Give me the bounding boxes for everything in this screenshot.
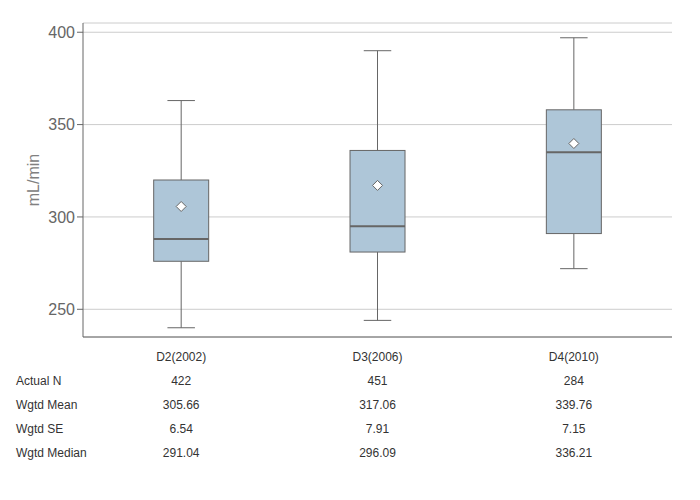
- svg-text:mL/min: mL/min: [25, 154, 42, 206]
- svg-text:Wgtd SE: Wgtd SE: [16, 422, 63, 436]
- svg-text:336.21: 336.21: [555, 446, 592, 460]
- svg-text:D2(2002): D2(2002): [156, 350, 206, 364]
- svg-text:6.54: 6.54: [169, 422, 193, 436]
- svg-text:7.91: 7.91: [366, 422, 390, 436]
- svg-text:250: 250: [48, 301, 75, 318]
- svg-text:451: 451: [367, 374, 387, 388]
- svg-text:400: 400: [48, 24, 75, 41]
- svg-text:350: 350: [48, 116, 75, 133]
- svg-text:339.76: 339.76: [555, 398, 592, 412]
- svg-text:317.06: 317.06: [359, 398, 396, 412]
- svg-text:Wgtd Mean: Wgtd Mean: [16, 398, 77, 412]
- svg-text:305.66: 305.66: [163, 398, 200, 412]
- svg-text:7.15: 7.15: [562, 422, 586, 436]
- svg-text:284: 284: [564, 374, 584, 388]
- svg-text:296.09: 296.09: [359, 446, 396, 460]
- svg-text:291.04: 291.04: [163, 446, 200, 460]
- svg-text:422: 422: [171, 374, 191, 388]
- svg-text:Wgtd Median: Wgtd Median: [16, 446, 87, 460]
- svg-text:Actual N: Actual N: [16, 374, 61, 388]
- svg-text:D4(2010): D4(2010): [549, 350, 599, 364]
- svg-text:D3(2006): D3(2006): [352, 350, 402, 364]
- svg-text:300: 300: [48, 209, 75, 226]
